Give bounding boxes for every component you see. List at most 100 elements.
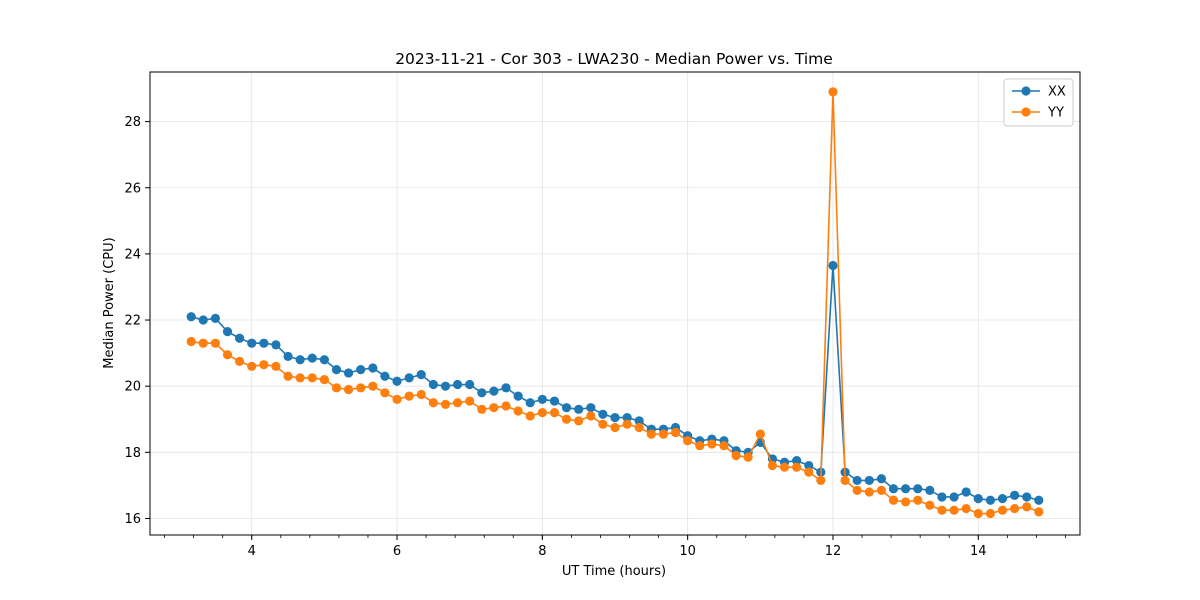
data-point-yy [186, 336, 196, 347]
data-point-yy [331, 383, 342, 393]
data-point-yy [610, 422, 620, 433]
data-point-yy [283, 371, 293, 381]
data-point-xx [961, 487, 971, 497]
axis-ticks: 4 6 8 10 12 14 16 18 20 22 24 26 28 [124, 115, 1066, 559]
data-point-xx [792, 455, 802, 466]
data-point-xx [392, 376, 402, 386]
data-point-xx [804, 460, 814, 471]
data-point-yy [525, 411, 535, 421]
data-point-xx [331, 365, 342, 375]
legend-item-xx: XX [1012, 85, 1066, 100]
data-point-xx [356, 365, 366, 375]
data-point-yy [852, 485, 862, 495]
data-point-xx [1010, 490, 1020, 500]
data-point-yy [501, 401, 511, 411]
data-point-yy [234, 356, 245, 366]
y-tick-label: 28 [124, 115, 141, 130]
data-point-yy [368, 381, 378, 391]
data-point-yy [537, 408, 547, 418]
data-point-yy [707, 439, 717, 449]
x-tick-label: 10 [679, 544, 696, 559]
data-point-xx [888, 484, 899, 494]
data-point-yy [767, 460, 778, 471]
data-point-xx [234, 333, 245, 343]
data-point-xx [537, 394, 547, 405]
data-point-yy [913, 495, 923, 505]
y-tick-label: 16 [124, 512, 141, 527]
data-point-xx [198, 315, 208, 325]
grid-lines [150, 72, 1080, 535]
data-point-yy [840, 475, 850, 486]
data-point-yy [864, 487, 874, 497]
data-point-yy [271, 361, 281, 371]
data-point-yy [1034, 507, 1044, 517]
data-point-yy [307, 373, 317, 383]
x-tick-label: 6 [393, 544, 401, 559]
data-series [186, 87, 1044, 519]
data-point-xx [985, 495, 996, 505]
series-yy [186, 87, 1044, 519]
data-point-xx [634, 416, 644, 426]
data-point-yy [973, 508, 983, 519]
y-tick-label: 20 [124, 380, 141, 395]
data-point-yy [683, 436, 693, 446]
data-point-xx [428, 379, 438, 390]
data-point-xx [501, 383, 511, 393]
data-point-xx [368, 363, 378, 373]
data-point-xx [440, 381, 451, 391]
data-point-xx [295, 355, 305, 365]
data-point-yy [937, 505, 947, 515]
data-point-xx [937, 492, 947, 502]
data-point-xx [465, 379, 475, 390]
data-point-xx [973, 494, 983, 504]
data-point-yy [997, 505, 1008, 515]
y-tick-label: 22 [124, 314, 141, 329]
data-point-xx [271, 340, 281, 350]
data-point-yy [404, 391, 414, 401]
data-point-yy [380, 388, 390, 398]
data-point-xx [925, 485, 935, 495]
data-point-xx [489, 386, 499, 396]
legend-marker [1021, 107, 1031, 117]
data-point-xx [828, 260, 838, 271]
x-tick-label: 4 [248, 544, 256, 559]
data-point-yy [743, 452, 753, 462]
data-point-yy [222, 350, 233, 360]
data-point-yy [416, 389, 426, 400]
data-point-yy [356, 383, 366, 393]
data-point-yy [876, 485, 887, 495]
data-point-yy [792, 462, 802, 472]
y-axis-label: Median Power (CPU) [102, 237, 117, 368]
data-point-yy [392, 394, 402, 405]
data-point-yy [804, 467, 814, 477]
data-point-yy [259, 360, 269, 370]
y-tick-label: 26 [124, 181, 141, 196]
data-point-yy [622, 419, 632, 429]
data-point-xx [319, 355, 329, 365]
legend-marker [1021, 86, 1031, 96]
data-point-xx [622, 412, 632, 423]
data-point-yy [489, 403, 499, 413]
data-point-yy [816, 475, 826, 486]
x-tick-label: 8 [538, 544, 546, 559]
data-point-yy [1022, 502, 1032, 512]
data-point-yy [513, 406, 523, 416]
data-point-xx [525, 398, 535, 408]
data-point-yy [428, 398, 438, 408]
data-point-yy [658, 429, 669, 439]
data-point-xx [513, 391, 523, 401]
series-xx [186, 260, 1044, 505]
legend-label: YY [1047, 106, 1064, 121]
data-point-xx [380, 371, 390, 381]
data-point-xx [1022, 492, 1032, 502]
data-point-yy [598, 419, 608, 429]
data-point-yy [719, 441, 729, 451]
data-point-yy [343, 384, 354, 395]
data-point-yy [574, 416, 584, 426]
data-point-yy [452, 398, 463, 408]
data-point-yy [888, 495, 899, 505]
data-point-xx [307, 353, 317, 363]
data-point-xx [913, 484, 923, 494]
data-point-yy [549, 408, 560, 418]
data-point-yy [755, 429, 765, 439]
